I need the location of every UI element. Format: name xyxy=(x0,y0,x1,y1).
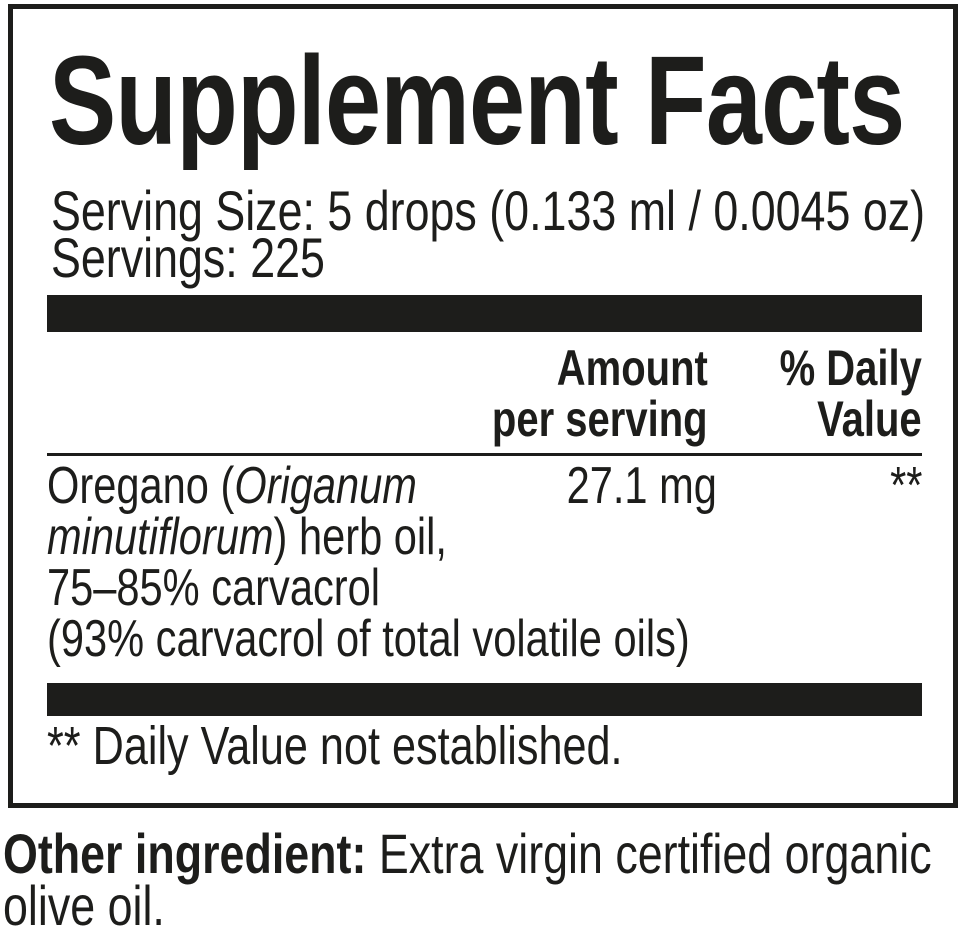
table-top-bar xyxy=(47,295,922,332)
daily-value-column-header: % Daily Value xyxy=(744,343,922,445)
serving-size-line: Serving Size: 5 drops (0.133 ml / 0.0045… xyxy=(51,179,926,242)
panel-title-text: Supplement Facts xyxy=(49,30,905,171)
ingredient-amount: 27.1 mg xyxy=(566,457,717,515)
dv-header-line1: % Daily xyxy=(779,340,922,396)
servings-count-line: Servings: 225 xyxy=(51,226,325,289)
table-bottom-bar xyxy=(47,683,922,716)
ingredient-name: Oregano (Origanum minutiflorum) herb oil… xyxy=(47,457,850,668)
other-ingredient-label: Other ingredient: xyxy=(3,822,367,885)
amount-column-header: Amount per serving xyxy=(438,343,708,445)
ingredient-name-line4: (93% carvacrol of total volatile oils) xyxy=(47,610,690,668)
header-rule xyxy=(47,453,922,456)
ingredient-name-line2: minutiflorum) herb oil, xyxy=(47,508,447,566)
daily-value-footnote: ** Daily Value not established. xyxy=(47,716,623,776)
amount-header-line1: Amount xyxy=(556,340,708,396)
ingredient-name-line1: Oregano (Origanum xyxy=(47,457,417,515)
other-ingredient-section: Other ingredient: Extra virgin certified… xyxy=(3,826,965,934)
panel-title: Supplement Facts xyxy=(49,30,953,171)
dv-header-line2: Value xyxy=(817,391,922,447)
amount-header-line2: per serving xyxy=(492,391,708,447)
other-ingredient-text: Extra virgin certified organic olive oil… xyxy=(3,822,932,937)
ingredient-daily-value: ** xyxy=(889,457,922,515)
supplement-facts-panel: Supplement Facts Serving Size: 5 drops (… xyxy=(8,4,958,808)
ingredient-name-line3: 75–85% carvacrol xyxy=(47,559,380,617)
